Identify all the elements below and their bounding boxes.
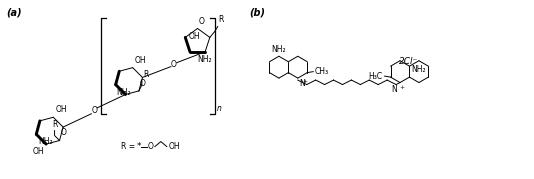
Text: *: *: [137, 142, 142, 151]
Text: O: O: [171, 60, 177, 69]
Text: CH₃: CH₃: [314, 67, 328, 76]
Text: H₃C: H₃C: [368, 72, 383, 81]
Text: R: R: [143, 70, 148, 79]
Text: O: O: [140, 79, 146, 88]
Text: 2Cl⁻: 2Cl⁻: [399, 57, 418, 66]
Text: O: O: [60, 128, 66, 137]
Text: OH: OH: [135, 56, 146, 65]
Text: n: n: [216, 104, 221, 113]
Text: NH₂: NH₂: [38, 137, 53, 146]
Text: OH: OH: [169, 142, 180, 151]
Text: NH₂: NH₂: [197, 55, 211, 64]
Text: O: O: [91, 106, 97, 115]
Text: (a): (a): [6, 8, 22, 18]
Text: NH₂: NH₂: [116, 88, 131, 97]
Text: NH₂: NH₂: [272, 45, 286, 54]
Text: OH: OH: [56, 105, 67, 114]
Text: (b): (b): [249, 8, 265, 18]
Text: NH₂: NH₂: [412, 65, 426, 74]
Text: O: O: [148, 142, 154, 151]
Text: N: N: [391, 84, 397, 94]
Text: N: N: [299, 79, 304, 88]
Text: OH: OH: [189, 32, 200, 41]
Text: O: O: [199, 18, 205, 26]
Text: +: +: [399, 84, 404, 90]
Text: R: R: [52, 120, 57, 129]
Text: +: +: [303, 79, 308, 84]
Text: OH: OH: [33, 147, 44, 156]
Text: R: R: [219, 16, 224, 25]
Text: R =: R =: [121, 142, 138, 151]
